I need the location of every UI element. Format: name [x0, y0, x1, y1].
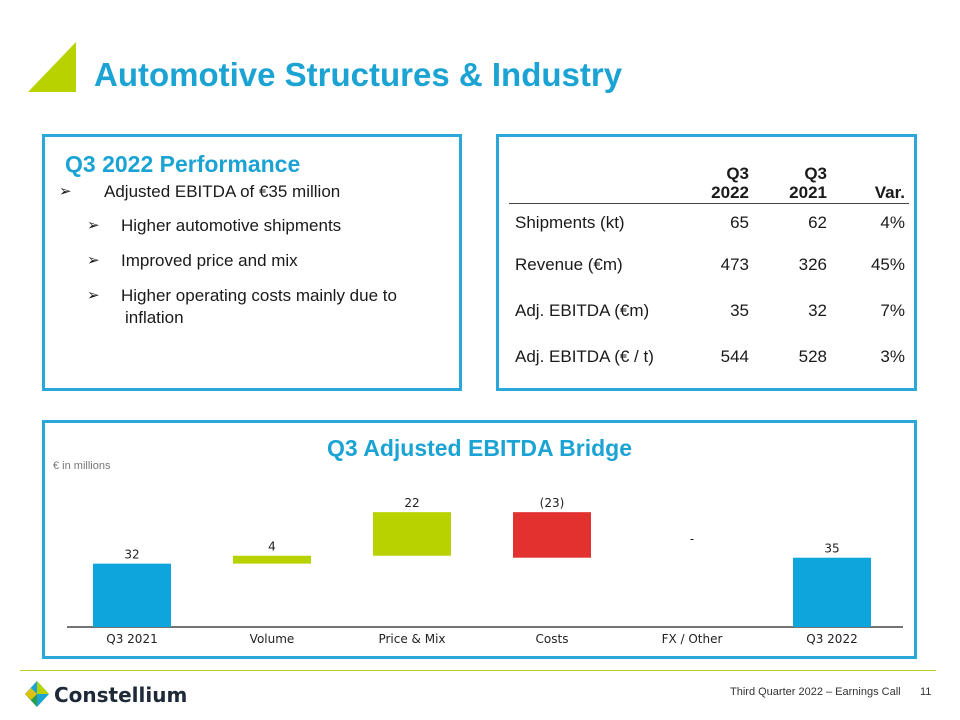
cell-q3-2021: 32	[808, 301, 827, 320]
page-title: Automotive Structures & Industry	[94, 56, 623, 93]
page-number: 11	[920, 686, 932, 698]
arrow-bullet-icon: ➢	[87, 287, 100, 304]
brand-name: Constellium	[54, 683, 188, 707]
data-label: (23)	[540, 496, 565, 510]
x-tick-label: Q3 2022	[806, 632, 857, 646]
data-label: 35	[824, 542, 839, 556]
footer-caption: Third Quarter 2022 – Earnings Call	[730, 686, 901, 698]
row-label: Adj. EBITDA (€m)	[515, 301, 650, 320]
footer-divider	[20, 670, 936, 671]
performance-panel: Q3 2022 Performance ➢ Adjusted EBITDA of…	[42, 134, 462, 391]
x-tick-label: Price & Mix	[378, 632, 445, 646]
cell-var: 4%	[880, 213, 905, 232]
x-tick-label: Volume	[250, 632, 295, 646]
ebitda-bridge-panel: Q3 Adjusted EBITDA Bridge € in millions …	[42, 420, 917, 659]
bullet-item: ➢ Higher automotive shipments	[87, 216, 342, 235]
row-label: Shipments (kt)	[515, 213, 625, 232]
bar-2	[373, 512, 451, 556]
cell-q3-2022: 544	[720, 347, 749, 366]
arrow-bullet-icon: ➢	[59, 183, 72, 200]
cell-var: 3%	[880, 347, 905, 366]
arrow-bullet-icon: ➢	[87, 252, 100, 269]
constellium-logo-icon	[25, 681, 49, 707]
column-header-var: Var.	[874, 183, 905, 202]
cell-q3-2021: 528	[798, 347, 827, 366]
row-label: Adj. EBITDA (€ / t)	[515, 347, 654, 366]
metrics-table-panel: Q3 2022 Q3 2021 Var. Shipments (kt) 65 6…	[496, 134, 917, 391]
cell-q3-2021: 326	[798, 255, 827, 274]
bar-0	[93, 563, 171, 627]
cell-q3-2022: 473	[720, 255, 749, 274]
cell-q3-2022: 35	[730, 301, 749, 320]
bar-1	[233, 555, 311, 564]
x-tick-label: Q3 2021	[106, 632, 157, 646]
data-label: 4	[268, 540, 276, 554]
bullet-item: ➢ Higher operating costs mainly due to i…	[87, 286, 397, 327]
bullet-item: ➢ Adjusted EBITDA of €35 million	[59, 182, 341, 201]
row-label: Revenue (€m)	[515, 255, 623, 274]
column-header-q3-2022: Q3 2022	[711, 164, 749, 202]
data-label: -	[690, 532, 694, 546]
ebitda-bridge-chart: 32 Q3 2021 4 Volume 22 Price & Mix (23) Costs - F…	[67, 496, 903, 646]
cell-var: 7%	[880, 301, 905, 320]
column-header-q3-2021: Q3 2021	[789, 164, 827, 202]
brand-triangle-icon	[28, 42, 76, 92]
arrow-bullet-icon: ➢	[87, 217, 100, 234]
cell-q3-2022: 65	[730, 213, 749, 232]
chart-title: Q3 Adjusted EBITDA Bridge	[327, 435, 632, 461]
x-tick-label: FX / Other	[662, 632, 723, 646]
cell-var: 45%	[870, 255, 905, 274]
table-divider	[509, 203, 909, 204]
bar-5	[793, 557, 871, 627]
bar-3	[513, 512, 591, 558]
data-label: 22	[404, 496, 419, 510]
performance-title: Q3 2022 Performance	[65, 151, 301, 177]
cell-q3-2021: 62	[808, 213, 827, 232]
x-tick-label: Costs	[536, 632, 569, 646]
bullet-item: ➢ Improved price and mix	[87, 251, 298, 270]
chart-unit-note: € in millions	[53, 460, 111, 472]
data-label: 32	[124, 548, 139, 562]
